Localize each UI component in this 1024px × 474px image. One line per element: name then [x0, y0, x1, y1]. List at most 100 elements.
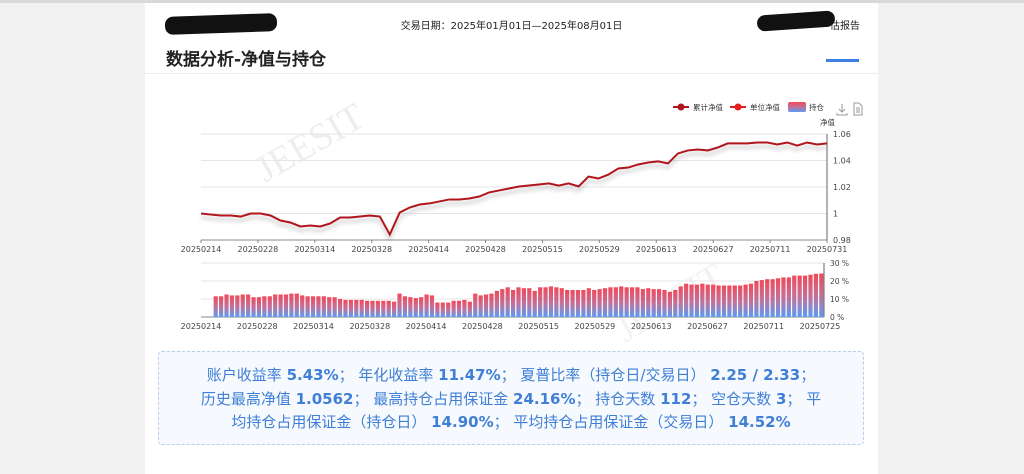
legend-label: 单位净值: [750, 102, 780, 112]
position-bar: [743, 284, 748, 317]
position-bar: [364, 300, 370, 317]
position-bar: [543, 287, 548, 317]
summary-value: 5.43%: [286, 366, 339, 384]
position-bar: [446, 302, 451, 317]
position-bar: [759, 280, 764, 317]
position-bar: [408, 297, 413, 317]
x-tick-label: 20250613: [636, 245, 677, 254]
position-bar: [392, 301, 397, 317]
divider: [145, 73, 878, 74]
summary-label: 历史最高净值: [200, 389, 296, 408]
x-tick-label: 20250529: [579, 245, 620, 254]
position-bar: [354, 299, 359, 317]
report-title-suffix: 估报告: [830, 21, 860, 32]
position-bar: [705, 284, 710, 317]
position-bar: [435, 302, 440, 317]
y-tick-label: 30 %: [830, 259, 849, 268]
y-tick-label: 1.04: [833, 157, 851, 166]
position-bar: [651, 289, 656, 317]
position-bar: [570, 290, 575, 317]
download-icon[interactable]: [836, 104, 848, 116]
cumulative-nav-line: [200, 141, 828, 237]
position-bar: [500, 289, 505, 317]
x-tick-label: 20250328: [349, 322, 390, 331]
legend-item-cumulative-nav[interactable]: 累计净值: [673, 102, 723, 112]
x-tick-label: 20250328: [351, 245, 392, 254]
summary-line: 均持仓占用保证金（持仓日） 14.90%； 平均持仓占用保证金（交易日） 14.…: [159, 411, 863, 435]
x-tick-label: 20250711: [743, 322, 784, 331]
x-tick-label: 20250711: [750, 245, 791, 254]
summary-label: ； 平: [786, 389, 822, 408]
y-tick-label: 10 %: [830, 295, 849, 304]
position-bar: [775, 278, 781, 317]
position-bar: [678, 286, 683, 317]
position-bar: [559, 288, 564, 317]
position-bar: [608, 287, 613, 317]
summary-label: 账户收益率: [206, 366, 287, 384]
window-top-border: [0, 0, 1024, 3]
position-bar: [613, 287, 618, 317]
position-bar: [527, 288, 532, 317]
position-bar: [684, 283, 689, 317]
position-bar: [451, 300, 456, 317]
position-bar: [538, 287, 543, 317]
position-bar: [721, 285, 727, 317]
position-bar: [359, 299, 364, 317]
position-bar: [467, 301, 472, 317]
position-bar: [797, 275, 802, 317]
position-bar: [667, 291, 673, 317]
legend-item-position[interactable]: 持仓: [788, 102, 824, 112]
position-bar: [505, 287, 510, 317]
position-bar: [483, 294, 489, 317]
x-tick-label: 20250725: [800, 322, 841, 331]
position-bar: [213, 296, 218, 317]
legend-label: 累计净值: [693, 102, 723, 112]
position-bar: [402, 296, 408, 317]
position-bar: [581, 290, 586, 317]
position-bar: [246, 294, 251, 317]
position-bar: [305, 296, 310, 317]
x-tick-label: 20250529: [575, 322, 616, 331]
position-bar: [748, 283, 754, 317]
summary-line: 账户收益率 5.43%； 年化收益率 11.47%； 夏普比率（持仓日/交易日）…: [159, 364, 863, 388]
position-bar: [808, 274, 813, 317]
y-tick-label: 20 %: [830, 277, 849, 286]
position-bar: [413, 298, 418, 317]
document-icon[interactable]: [853, 102, 863, 116]
position-bar: [640, 289, 645, 317]
summary-label: ； 年化收益率: [338, 366, 439, 384]
summary-line: 历史最高净值 1.0562； 最高持仓占用保证金 24.16%； 持仓天数 11…: [159, 388, 863, 412]
summary-value: 1.0562: [295, 389, 354, 408]
position-bar: [694, 284, 700, 317]
position-bar: [754, 281, 759, 317]
page-title: 数据分析-净值与持仓: [166, 50, 327, 70]
legend-item-unit-nav[interactable]: 单位净值: [730, 102, 780, 112]
summary-value: 11.47%: [438, 366, 501, 384]
position-bar: [532, 290, 537, 317]
position-bar: [316, 296, 321, 317]
position-bar: [727, 285, 732, 317]
summary-label: 均持仓占用保证金（持仓日）: [231, 413, 432, 431]
y-tick-label: 1.06: [833, 130, 851, 139]
position-bar: [370, 300, 375, 317]
position-bar: [689, 284, 694, 317]
position-bar: [462, 299, 467, 317]
x-tick-label: 20250314: [294, 245, 335, 254]
position-bar: [332, 297, 337, 317]
summary-value: 2.25 / 2.33: [710, 366, 801, 384]
position-bar: [792, 275, 797, 317]
position-bar: [294, 293, 299, 317]
position-bar: [273, 294, 278, 317]
position-bar: [662, 290, 667, 317]
position-bar: [489, 293, 494, 317]
x-tick-label: 20250731: [807, 245, 848, 254]
position-bar: [229, 295, 235, 317]
active-tab-indicator: [826, 59, 859, 62]
position-bar: [278, 294, 283, 317]
position-bar: [381, 300, 386, 317]
position-bar: [478, 295, 483, 317]
report-page: 交易日期：2025年01月01日—2025年08月01日 估报告 数据分析-净值…: [145, 3, 878, 474]
y-tick-label: 0.98: [833, 236, 851, 245]
position-bar: [375, 300, 381, 317]
position-bar: [586, 288, 591, 317]
